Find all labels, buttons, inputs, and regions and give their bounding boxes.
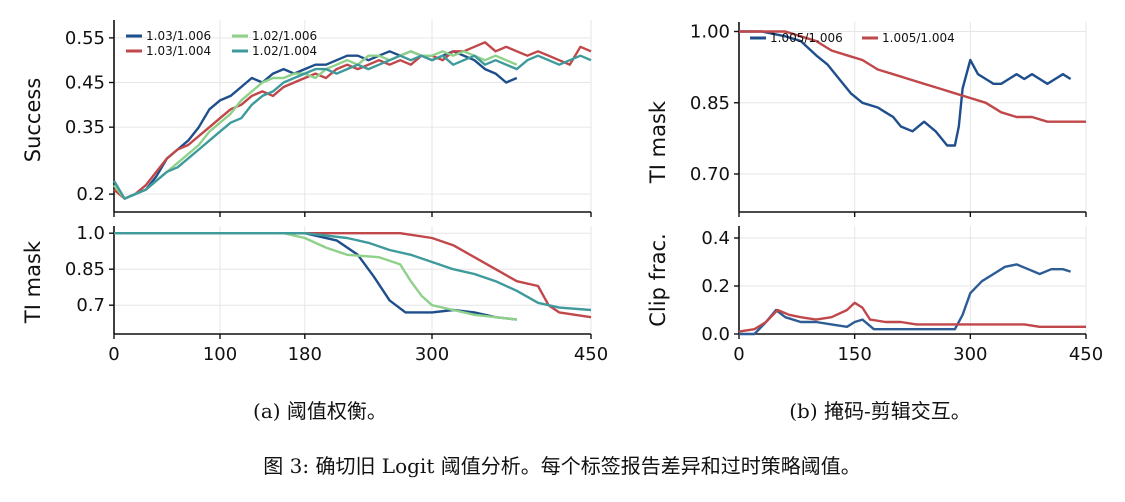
- series-line: [739, 30, 1086, 123]
- x-tick-label: 150: [837, 344, 871, 365]
- legend-label: 1.005/1.004: [882, 31, 955, 45]
- series-line: [738, 301, 1086, 333]
- caption-a: (a) 阈值权衡。: [253, 399, 387, 423]
- y-axis-label: TI mask: [646, 100, 670, 184]
- y-tick-label: 0.2: [701, 276, 730, 297]
- y-tick-label: 0.70: [690, 164, 730, 185]
- y-axis-label: TI mask: [21, 240, 45, 324]
- y-tick-label: 0.35: [65, 117, 105, 138]
- x-tick-label: 180: [288, 344, 322, 365]
- legend-label: 1.02/1.006: [252, 29, 317, 43]
- x-tick-label: 0: [108, 344, 119, 365]
- y-tick-label: 1.00: [690, 22, 730, 43]
- x-tick-label: 100: [203, 344, 237, 365]
- legend-label: 1.03/1.004: [146, 44, 211, 58]
- panel-a-ti-mask: 0.7 0.85 1.0 0 100 180 300 450 TI mask: [21, 223, 608, 365]
- y-axis-label: Clip frac.: [646, 233, 670, 326]
- legend-label: 1.03/1.006: [146, 29, 211, 43]
- y-tick-label: 0.55: [65, 28, 105, 49]
- series-line: [112, 54, 592, 200]
- figure-caption: 图 3: 确切旧 Logit 阈值分析。每个标签报告差异和过时策略阈值。: [263, 454, 860, 478]
- series-line: [114, 231, 592, 312]
- panel-b-ti-mask: 0.70 0.85 1.00 TI mask 1.005/1.006 1.005/1.00…: [646, 22, 1087, 217]
- caption-b: (b) 掩码-剪辑交互。: [789, 399, 971, 423]
- y-axis-label: Success: [21, 78, 45, 163]
- series-line: [113, 50, 518, 200]
- y-tick-label: 0.2: [76, 184, 105, 205]
- y-tick-label: 0.85: [690, 93, 730, 114]
- y-tick-label: 0.0: [701, 324, 730, 345]
- y-tick-label: 0.85: [65, 259, 105, 280]
- legend-label: 1.02/1.004: [252, 44, 317, 58]
- legend-label: 1.005/1.006: [770, 31, 843, 45]
- x-tick-label: 300: [415, 344, 449, 365]
- series-line: [114, 231, 592, 319]
- x-tick-label: 450: [1069, 344, 1103, 365]
- y-tick-label: 1.0: [76, 223, 105, 244]
- series-line: [739, 263, 1071, 336]
- series-line: [739, 30, 1072, 147]
- y-tick-label: 0.4: [701, 228, 730, 249]
- x-tick-label: 450: [574, 344, 608, 365]
- x-tick-label: 300: [953, 344, 987, 365]
- panel-a-success: 0.2 0.35 0.45 0.55 Success 1.03/1.0061.03/1.0…: [21, 20, 592, 217]
- panel-b-clip-frac: 0.0 0.2 0.4 0 150 300 450 Clip frac.: [646, 226, 1103, 365]
- y-tick-label: 0.7: [76, 295, 105, 316]
- y-tick-label: 0.45: [65, 73, 105, 94]
- x-tick-label: 0: [733, 344, 744, 365]
